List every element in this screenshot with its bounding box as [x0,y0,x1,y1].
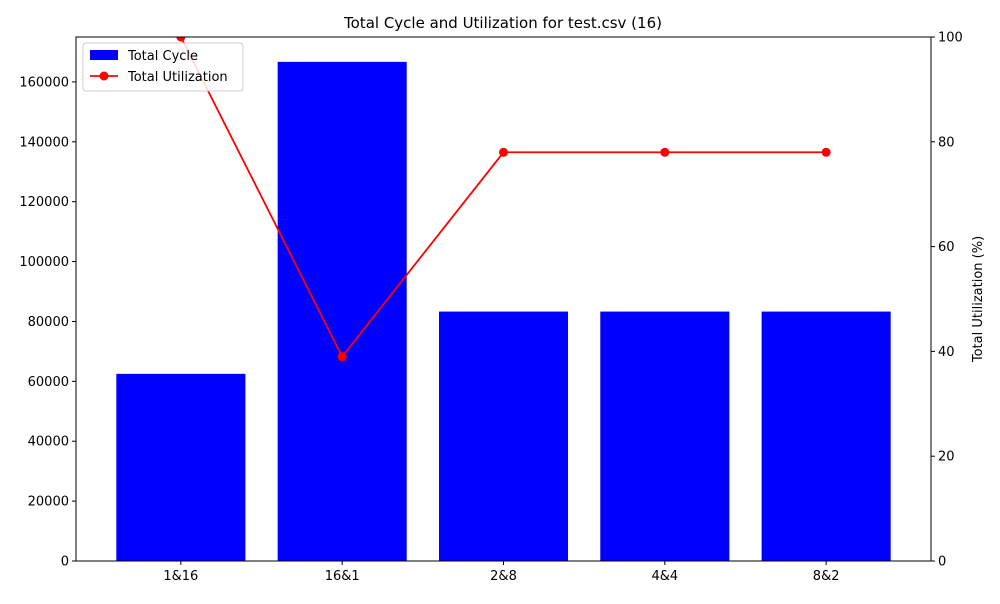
utilization-point-4&4 [660,147,670,157]
legend-label-total-cycle: Total Cycle [127,49,198,64]
x-tick-label: 8&2 [813,569,840,584]
legend-swatch-total-cycle [90,50,118,60]
bar-2&8 [438,311,569,561]
right-tick-label: 60 [938,240,955,255]
right-tick-label: 20 [938,450,955,465]
right-tick-label: 80 [938,135,955,150]
left-tick-label: 80000 [28,315,69,330]
utilization-point-1&16 [176,37,186,42]
bar-8&2 [761,311,891,561]
legend-marker [99,71,109,81]
x-tick-label: 4&4 [651,569,678,584]
axes: 0 20000 40000 60000 80000 100000 120000 140000 1… [19,31,962,585]
left-tick-label: 20000 [28,495,69,510]
right-tick-label: 100 [938,31,963,46]
bar-series [116,61,891,561]
right-tick-label: 0 [938,555,946,570]
legend: Total Cycle Total Utilization [82,42,244,92]
x-tick-label: 1&16 [163,569,198,584]
left-tick-label: 40000 [28,435,69,450]
left-tick-label: 0 [61,555,69,570]
legend-label-total-utilization: Total Utilization [127,70,228,85]
utilization-point-16&1 [337,352,347,362]
x-tick-label: 2&8 [490,569,517,584]
chart-title: Total Cycle and Utilization for test.csv… [343,14,662,32]
left-tick-label: 60000 [28,375,69,390]
left-tick-label: 140000 [19,135,69,150]
utilization-point-8&2 [821,147,831,157]
left-tick-label: 120000 [19,195,69,210]
left-tick-label: 160000 [19,75,69,90]
utilization-point-2&8 [499,147,508,157]
left-tick-label: 100000 [19,255,69,270]
right-axis-label: Total Utilization (%) [971,236,986,363]
bar-16&1 [277,61,407,561]
line-series [176,37,831,362]
bar-1&16 [116,373,246,561]
x-tick-label: 16&1 [325,569,360,584]
legend-box [82,42,244,92]
bar-4&4 [600,311,730,561]
right-tick-label: 40 [938,345,955,360]
